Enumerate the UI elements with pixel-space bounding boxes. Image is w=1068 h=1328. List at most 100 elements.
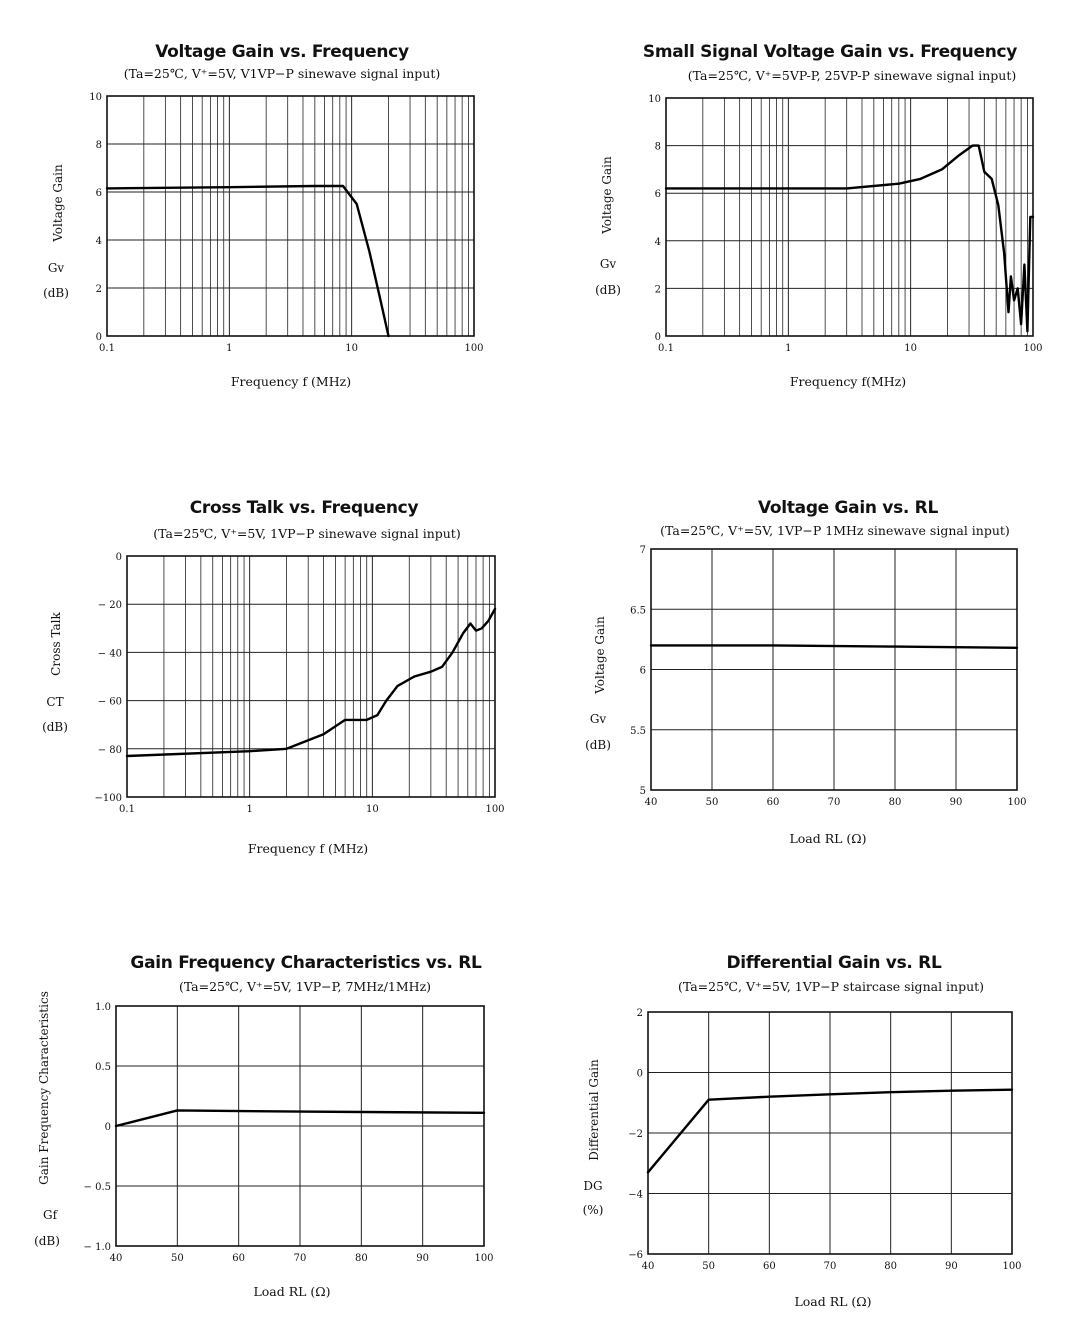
x-tick-label: 90 [945,1261,958,1272]
y-tick-label: 0 [655,332,661,343]
series-line [646,1088,1014,1174]
y-tick-label: − 80 [98,745,122,756]
x-tick-label: 100 [1007,797,1026,808]
plot-grid [665,97,1034,337]
plot-frame [650,548,1018,791]
y-tick-label: − 1.0 [84,1242,111,1253]
y-tick-label: 0.5 [95,1062,111,1073]
y-tick-label: 6.5 [630,605,646,616]
y-tick-label: −2 [628,1129,643,1140]
x-tick-label: 90 [416,1253,429,1264]
x-tick-label: 40 [645,797,658,808]
y-axis-label: Cross Talk [49,611,63,675]
y-tick-label: 2 [637,1008,643,1019]
x-tick-label: 50 [702,1261,715,1272]
y-axis-symbol: Gf [43,1208,59,1222]
series [649,644,1019,649]
x-tick-label: 70 [824,1261,837,1272]
series [664,144,1035,333]
y-axis-unit: (dB) [34,1234,60,1248]
x-tick-label: 0.1 [658,343,674,354]
y-tick-label: 4 [96,236,102,247]
x-axis-label: Frequency f (MHz) [231,374,351,389]
y-tick-label: 7 [640,545,646,556]
y-tick-label: 10 [648,94,661,105]
chart-title: Gain Frequency Characteristics vs. RL [130,953,482,973]
y-tick-label: 8 [96,140,102,151]
chart-voltage-gain-vs-rl: Voltage Gain vs. RL (Ta=25℃, V⁺=5V, 1VP−… [585,498,1026,846]
chart-subtitle: (Ta=25℃, V⁺=5V, V1VP−P sinewave signal i… [124,66,440,81]
series-line [114,1109,486,1128]
chart-subtitle: (Ta=25℃, V⁺=5V, 1VP−P staircase signal i… [678,979,984,994]
chart-title: Voltage Gain vs. RL [758,498,938,518]
plot-frame [126,555,496,798]
y-tick-label: 0 [637,1069,643,1080]
y-tick-label: 6 [640,666,646,677]
series [646,1088,1014,1174]
y-tick-label: − 40 [98,648,122,659]
x-axis-label: Frequency f (MHz) [248,841,368,856]
chart-title: Cross Talk vs. Frequency [190,498,419,518]
y-tick-label: 2 [655,284,661,295]
y-axis-symbol: DG [583,1179,602,1193]
y-axis-label: Gain Frequency Characteristics [37,991,51,1185]
x-tick-label: 10 [345,343,358,354]
x-tick-label: 50 [706,797,719,808]
y-axis-unit: (dB) [595,283,621,297]
y-tick-label: 5 [640,786,646,797]
x-tick-label: 70 [294,1253,307,1264]
plot-grid [106,95,475,337]
chart-voltage-gain-vs-frequency: Voltage Gain vs. Frequency (Ta=25℃, V⁺=5… [43,42,483,389]
chart-subtitle: (Ta=25℃, V⁺=5V, 1VP−P sinewave signal in… [153,526,460,541]
y-tick-label: 6 [655,189,661,200]
y-tick-label: 0 [116,552,122,563]
y-axis-label: Differential Gain [587,1059,601,1161]
x-tick-label: 1 [246,804,252,815]
y-tick-label: 10 [89,92,102,103]
plot-frame [665,97,1034,337]
y-axis-unit: (%) [583,1203,604,1217]
chart-subtitle: (Ta=25℃, V⁺=5VP-P, 25VP-P sinewave signa… [688,68,1016,83]
y-tick-label: 8 [655,142,661,153]
y-axis-unit: (dB) [43,286,69,300]
y-tick-label: 2 [96,284,102,295]
plot-frame [647,1011,1013,1255]
x-tick-label: 100 [474,1253,493,1264]
plot-grid [647,1011,1013,1255]
x-axis-label: Load RL (Ω) [789,831,866,846]
x-tick-label: 80 [884,1261,897,1272]
series [125,607,497,758]
y-axis-unit: (dB) [585,738,611,752]
chart-title: Voltage Gain vs. Frequency [155,42,409,62]
chart-cross-talk-vs-frequency: Cross Talk vs. Frequency (Ta=25℃, V⁺=5V,… [42,498,504,856]
x-tick-label: 100 [1002,1261,1021,1272]
y-tick-label: − 0.5 [84,1182,111,1193]
series-line [649,644,1019,649]
plot-grid [650,548,1018,791]
x-tick-label: 100 [485,804,504,815]
y-tick-label: 0 [96,332,102,343]
y-tick-label: −100 [95,793,122,804]
chart-subtitle: (Ta=25℃, V⁺=5V, 1VP−P, 7MHz/1MHz) [179,979,431,994]
chart-title: Differential Gain vs. RL [726,953,941,973]
plot-frame [106,95,475,337]
x-tick-label: 100 [1023,343,1042,354]
y-axis-label: Voltage Gain [600,156,614,235]
y-tick-label: 4 [655,237,661,248]
y-tick-label: − 20 [98,600,122,611]
y-tick-label: − 60 [98,697,122,708]
series-line [105,184,390,338]
tick-labels: 40 50 60 70 80 90 100 2 0 −2 −4 −6 [628,1008,1021,1272]
plot-grid [126,555,496,798]
chart-subtitle: (Ta=25℃, V⁺=5V, 1VP−P 1MHz sinewave sign… [660,523,1010,538]
tick-labels: 40 50 60 70 80 90 100 5 5.5 6 6.5 7 [630,545,1026,808]
series-line [664,144,1035,333]
chart-differential-gain-vs-rl: Differential Gain vs. RL (Ta=25℃, V⁺=5V,… [583,953,1022,1309]
x-axis-label: Frequency f(MHz) [790,374,906,389]
x-tick-label: 80 [889,797,902,808]
tick-labels: 40 50 60 70 80 90 100 1.0 0.5 0 − 0.5 − 1.0 [84,1002,494,1264]
y-axis-label: Voltage Gain [593,616,607,695]
tick-labels: 0.1 1 10 100 0 2 4 6 8 10 [648,94,1042,354]
x-tick-label: 40 [642,1261,655,1272]
x-tick-label: 60 [763,1261,776,1272]
